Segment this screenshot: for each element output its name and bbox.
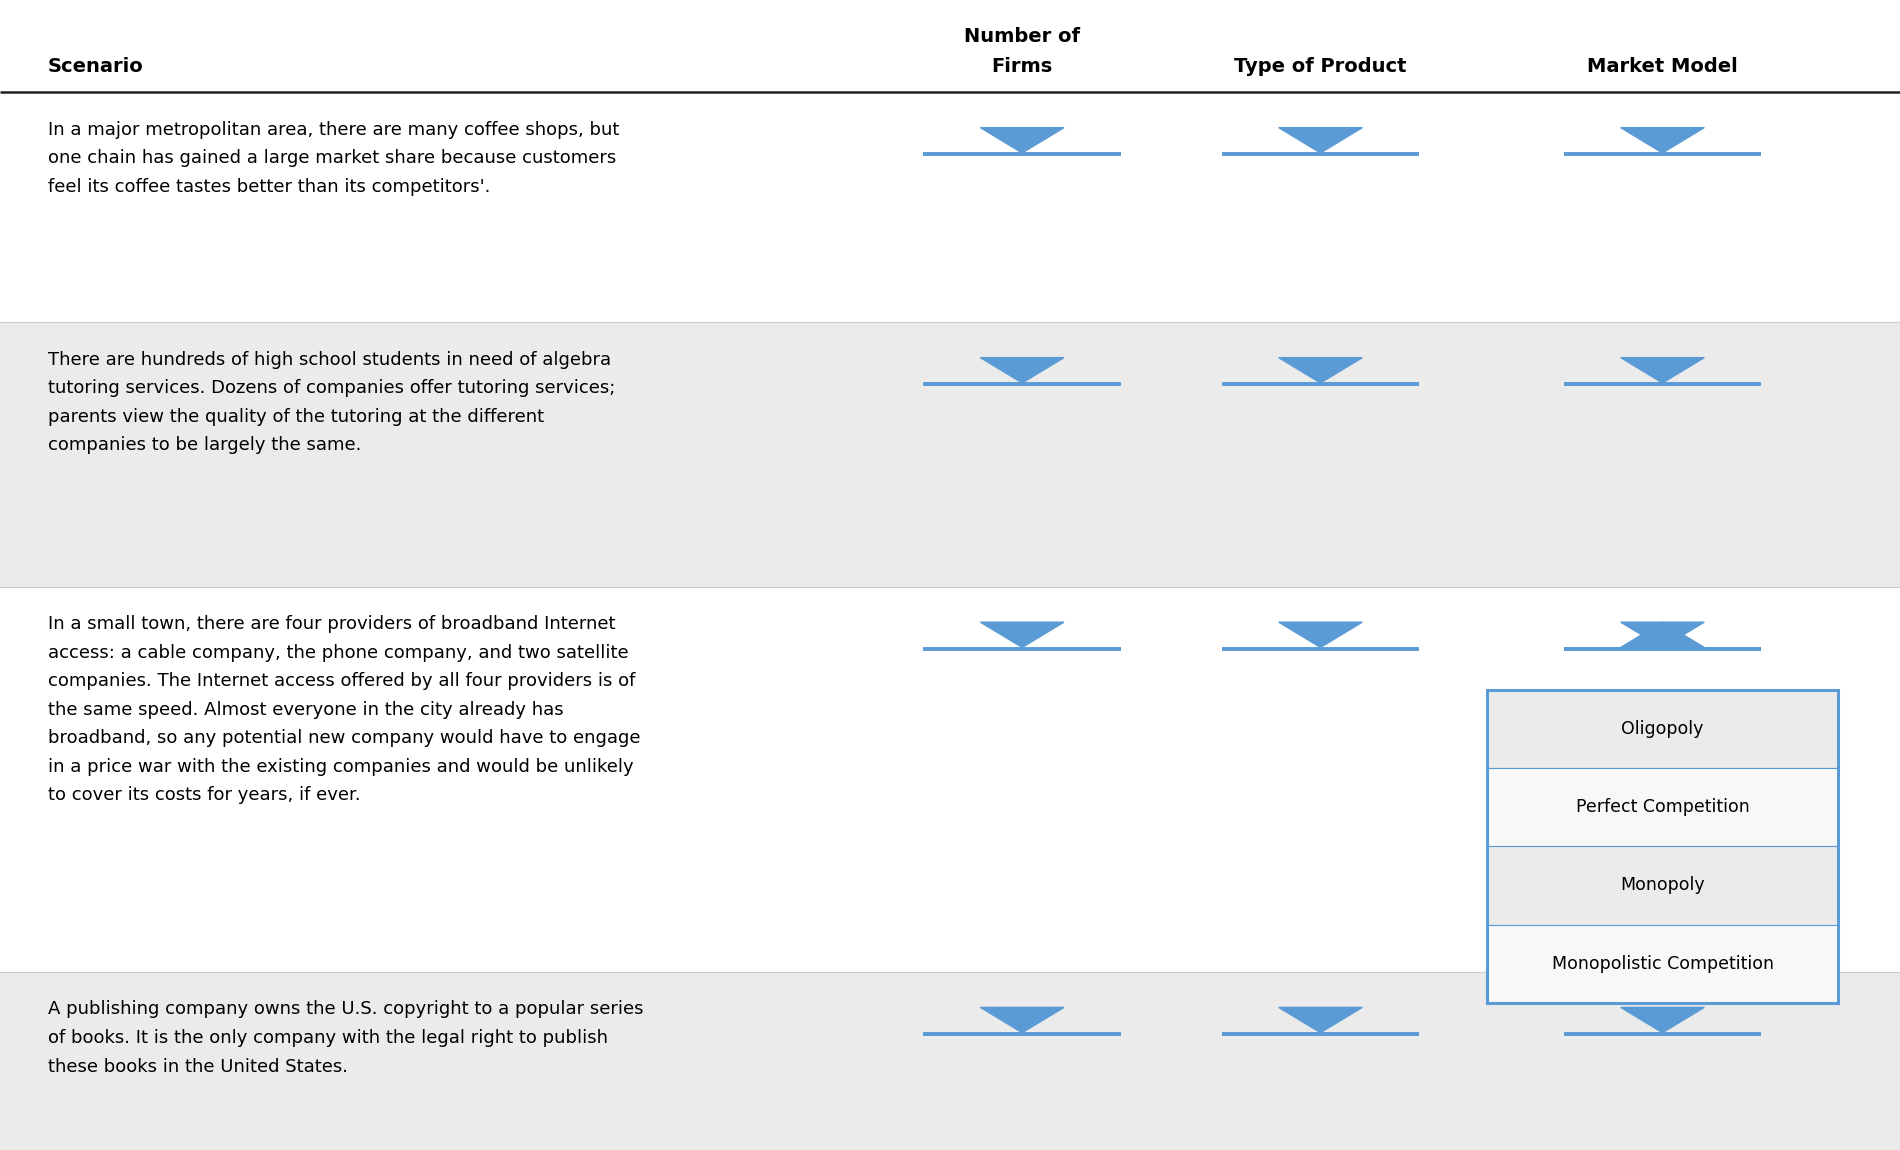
Polygon shape [1279,128,1362,153]
Polygon shape [1621,358,1704,383]
Text: In a major metropolitan area, there are many coffee shops, but
one chain has gai: In a major metropolitan area, there are … [48,121,619,196]
Bar [1486,925,1839,1003]
Text: Monopolistic Competition: Monopolistic Competition [1552,954,1773,973]
Polygon shape [1279,1007,1362,1033]
Polygon shape [1279,358,1362,383]
Polygon shape [1621,128,1704,153]
Text: Perfect Competition: Perfect Competition [1575,798,1750,816]
Bar [0,0,1900,92]
Bar [0,92,1900,322]
Text: Oligopoly: Oligopoly [1621,720,1704,738]
Text: Scenario: Scenario [48,58,142,76]
Text: A publishing company owns the U.S. copyright to a popular series
of books. It is: A publishing company owns the U.S. copyr… [48,1000,642,1075]
Polygon shape [980,128,1064,153]
Text: Number of: Number of [963,28,1081,46]
Polygon shape [1279,622,1362,647]
Polygon shape [980,358,1064,383]
Bar [0,586,1900,972]
Text: Type of Product: Type of Product [1235,58,1406,76]
Bar [0,322,1900,586]
Bar [1486,690,1839,768]
Polygon shape [980,622,1064,647]
Text: In a small town, there are four providers of broadband Internet
access: a cable : In a small town, there are four provider… [48,615,640,804]
Polygon shape [1621,622,1704,647]
Polygon shape [1621,622,1704,647]
Polygon shape [980,1007,1064,1033]
Polygon shape [1621,1007,1704,1033]
Bar [0,972,1900,1150]
Bar [1486,846,1839,925]
Text: Firms: Firms [992,58,1053,76]
Text: Monopoly: Monopoly [1621,876,1704,895]
Bar [1486,768,1839,846]
Text: Market Model: Market Model [1586,58,1739,76]
Bar [1486,690,1839,1003]
Text: There are hundreds of high school students in need of algebra
tutoring services.: There are hundreds of high school studen… [48,351,616,454]
